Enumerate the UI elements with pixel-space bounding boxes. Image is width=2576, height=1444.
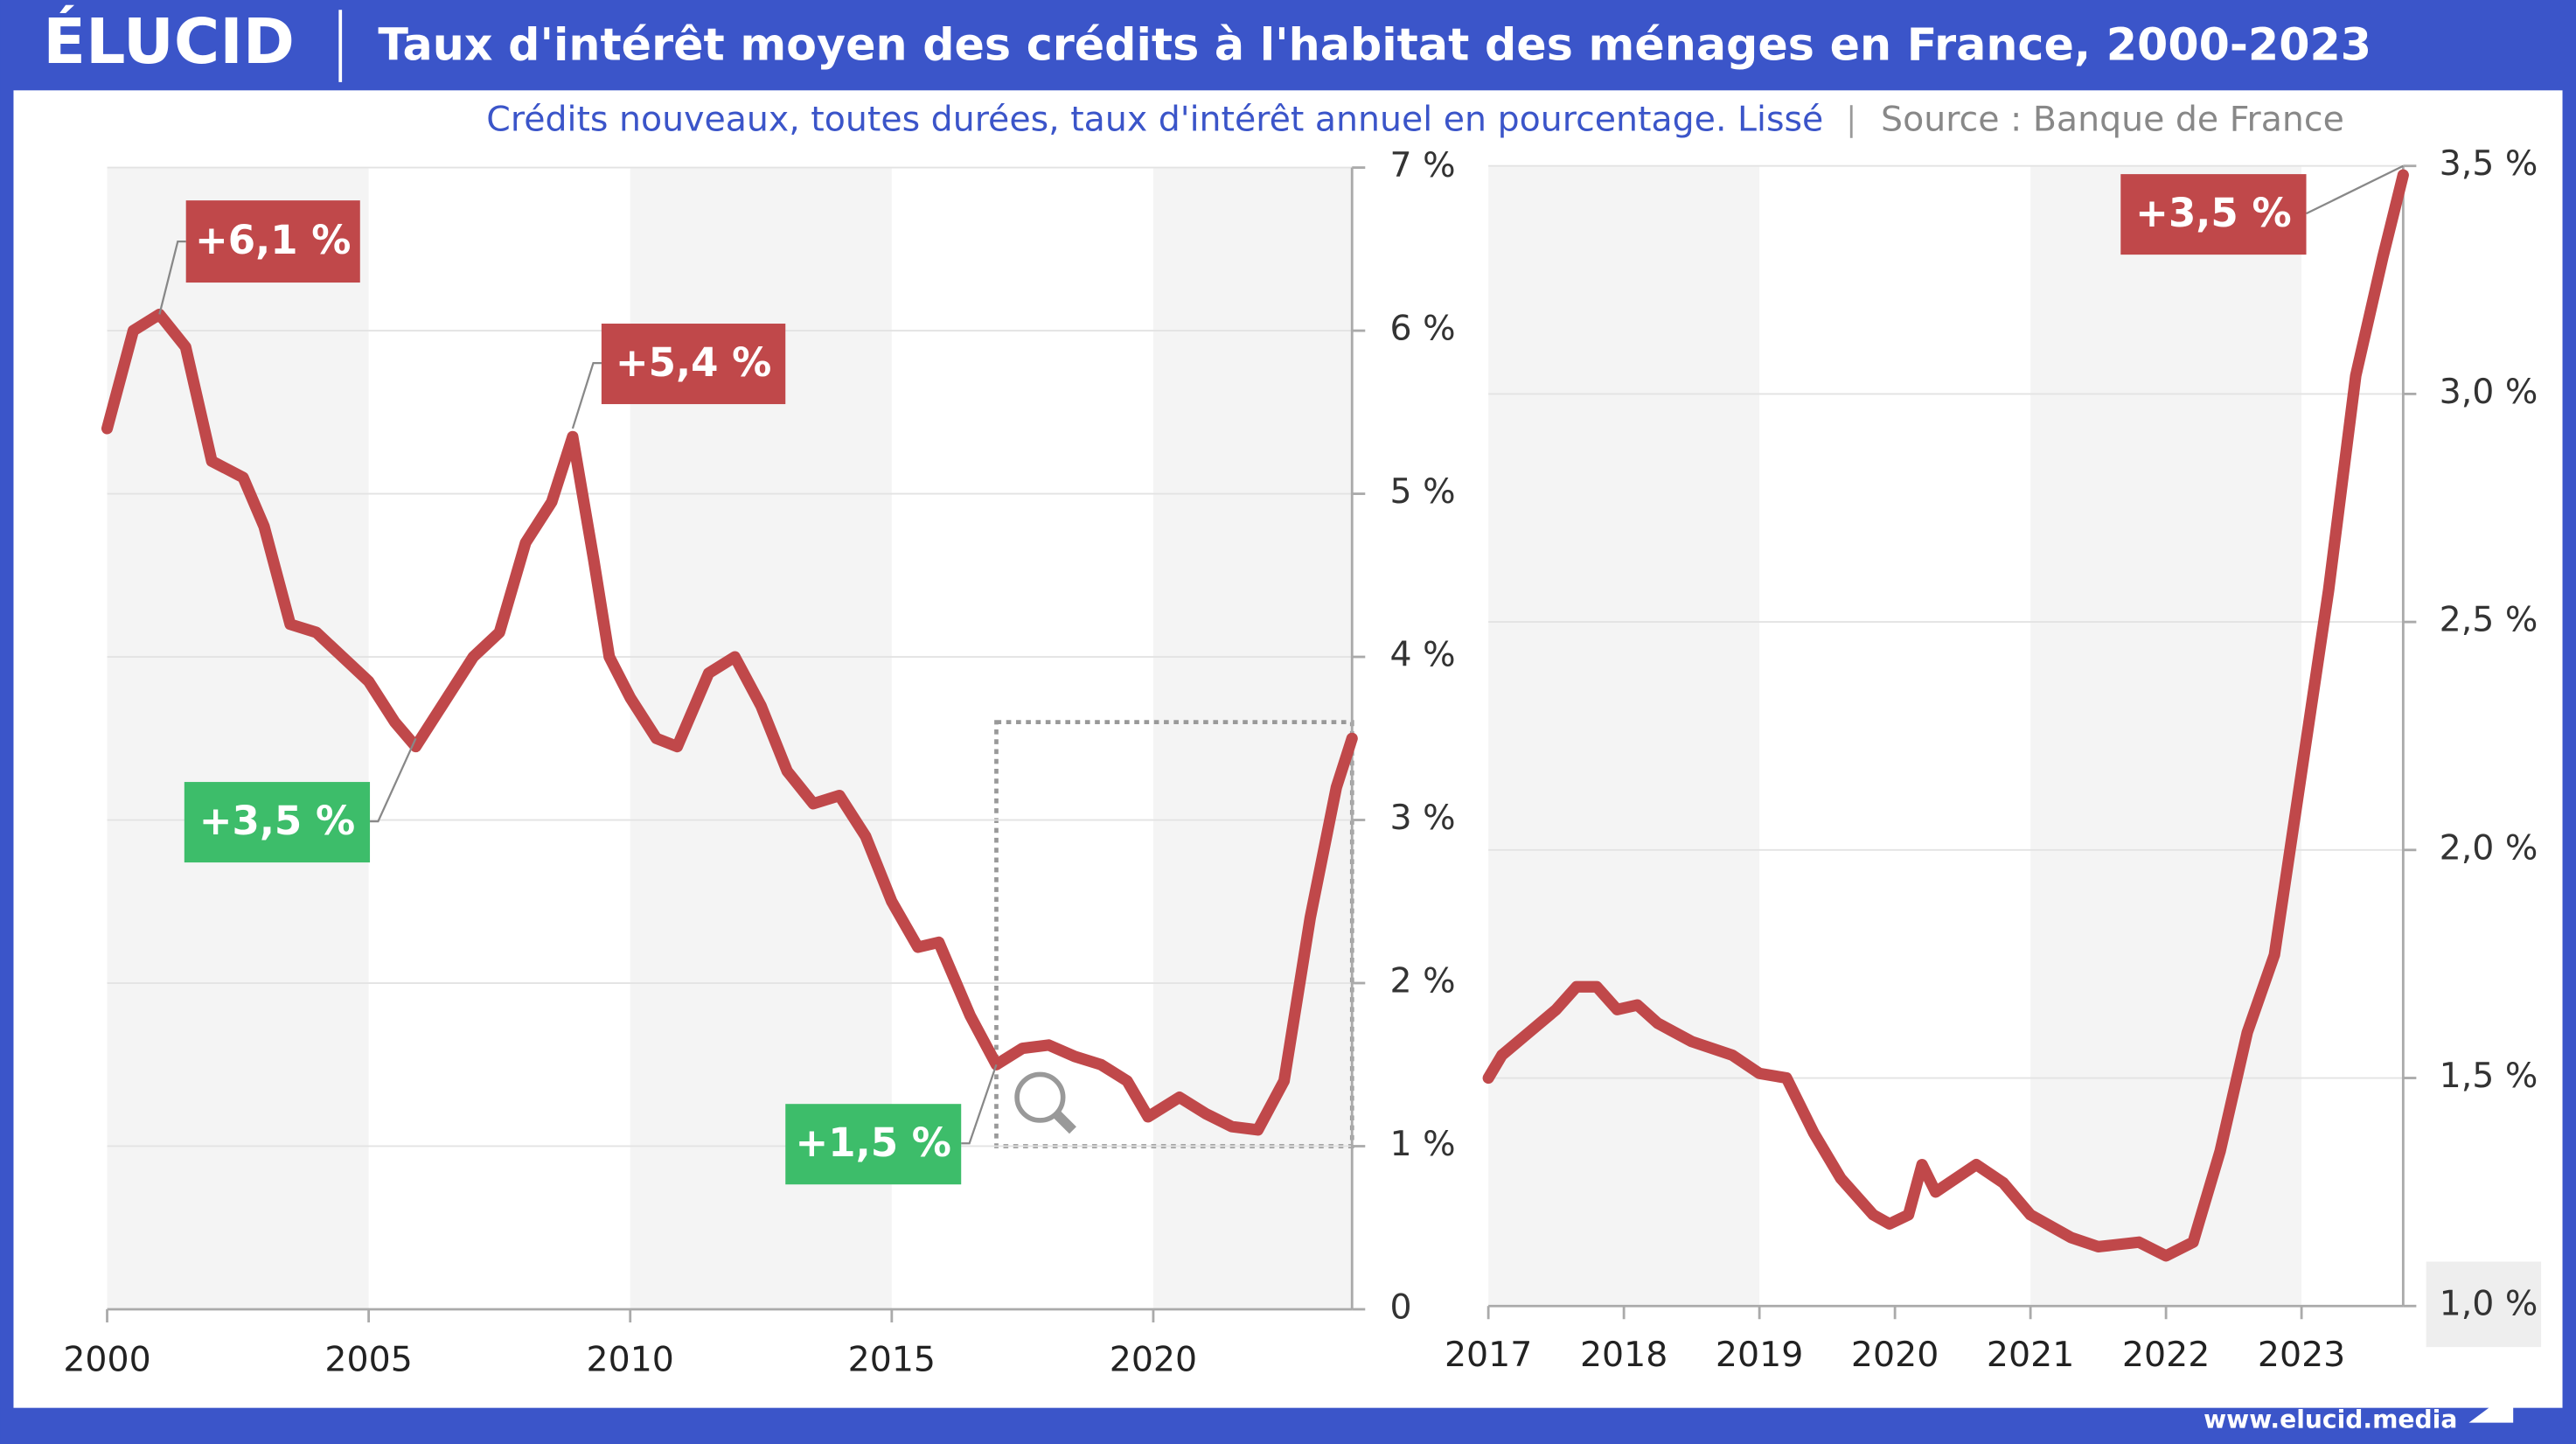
y-tick-label: 3,5 % (2440, 143, 2538, 184)
x-tick-label: 2021 (1987, 1335, 2074, 1375)
y-tick-label: 5 % (1389, 471, 1455, 512)
annotation: +5,4 % (616, 339, 771, 386)
x-tick-label: 2017 (1445, 1335, 1532, 1375)
annotation: +3,5 % (2135, 190, 2291, 236)
band (107, 167, 369, 1309)
annotation-box (2120, 174, 2307, 255)
tick-box (2426, 1261, 2542, 1348)
leader-line (158, 240, 186, 315)
logo: ÉLUCID (43, 5, 295, 78)
y-tick-label: 3 % (1389, 798, 1455, 838)
annotation-box (785, 1104, 962, 1185)
y-tick-label: 2 % (1389, 961, 1455, 1001)
y-tick-label: 3,0 % (2440, 372, 2538, 412)
line (101, 308, 1358, 1136)
leader-line (2306, 164, 2404, 215)
leader-line (571, 361, 602, 429)
y-tick-label: 2,0 % (2440, 827, 2538, 868)
band (2030, 165, 2302, 1307)
y-tick-label: 1,5 % (2440, 1056, 2538, 1096)
x-tick-label: 2023 (2258, 1335, 2345, 1375)
y-tick-label: 2,5 % (2440, 600, 2538, 640)
footer: www.elucid.media (2204, 1406, 2457, 1434)
y-tick-label: 4 % (1389, 635, 1455, 675)
x-tick-label: 2015 (848, 1340, 936, 1380)
band (1488, 165, 1760, 1307)
y-tick-label: 0 (1389, 1287, 1411, 1327)
source: Source : Banque de France (1881, 99, 2344, 139)
y-tick-label: 6 % (1389, 309, 1455, 349)
x-tick-label: 2005 (324, 1340, 412, 1380)
annotation-box (185, 200, 360, 283)
x-tick-label: 2022 (2122, 1335, 2210, 1375)
subtitle: Crédits nouveaux, toutes durées, taux d'… (486, 99, 1823, 139)
y-tick-label: 1,0 % (2440, 1284, 2538, 1324)
x-tick-label: 2018 (1580, 1335, 1667, 1375)
leader-line (961, 1064, 998, 1145)
line (1482, 169, 2409, 1262)
y-tick-label: 1 % (1389, 1124, 1455, 1164)
x-tick-label: 2019 (1716, 1335, 1803, 1375)
x-tick-label: 2010 (587, 1340, 674, 1380)
band (1152, 167, 1353, 1309)
annotation-box (184, 782, 371, 863)
annotation: +1,5 % (796, 1120, 951, 1166)
annotation-box (601, 324, 786, 405)
leader-line (370, 737, 417, 823)
y-tick-label: 7 % (1389, 145, 1455, 185)
title: Taux d'intérêt moyen des crédits à l'hab… (378, 18, 2371, 70)
x-tick-label: 2000 (63, 1340, 150, 1380)
x-tick-label: 2020 (1851, 1335, 1939, 1375)
annotation: +3,5 % (199, 798, 355, 844)
annotation: +6,1 % (195, 217, 351, 263)
x-tick-label: 2020 (1110, 1340, 1197, 1380)
